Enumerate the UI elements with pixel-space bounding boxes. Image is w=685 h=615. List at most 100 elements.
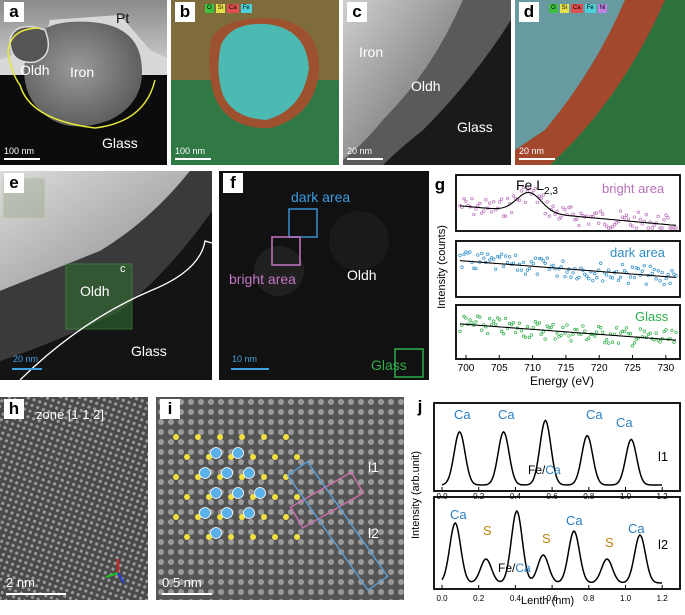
panel-c-label: c <box>347 2 367 22</box>
panel-f: f dark area bright area Oldh Glass 10 nm <box>219 171 429 380</box>
ca-text: Ca <box>515 561 531 575</box>
panel-i-image <box>156 397 404 600</box>
panel-g-label: g <box>430 175 450 195</box>
scalebar <box>12 368 42 370</box>
spectrum-point <box>476 204 480 208</box>
panel-c-image <box>343 0 511 165</box>
spectrum-point <box>488 317 492 321</box>
si-atom-marker <box>184 534 190 540</box>
si-atom-marker <box>206 454 212 460</box>
g-series-dark: dark area <box>610 245 665 260</box>
si-atom-marker <box>283 514 289 520</box>
spectrum-point <box>626 281 631 285</box>
legend-si: Si <box>215 4 226 13</box>
line-l2-label: l2 <box>368 525 379 541</box>
spectrum-point <box>543 261 547 266</box>
spectrum-point <box>551 263 555 268</box>
spectrum-point <box>527 267 532 271</box>
j-bot-s-3: S <box>605 535 614 550</box>
si-atom-marker <box>294 494 300 500</box>
spectrum-point <box>640 335 644 339</box>
spectrum-point <box>468 318 472 322</box>
spectrum-point <box>587 222 591 226</box>
spectrum-point <box>486 252 490 256</box>
spectrum-point <box>537 321 541 325</box>
spectrum-point <box>533 186 537 191</box>
spectrum-point <box>541 259 545 263</box>
spectrum-point <box>575 217 579 221</box>
spectrum-point <box>547 214 551 218</box>
spectrum-point <box>527 185 532 189</box>
spectrum-point <box>543 212 547 216</box>
si-atom-marker <box>184 454 190 460</box>
spectrum-point <box>474 320 478 324</box>
panel-i-label: i <box>160 399 180 419</box>
spectrum-point <box>662 329 666 334</box>
spectrum-point <box>537 194 541 198</box>
si-atom-marker <box>294 534 300 540</box>
spectrum-point <box>539 332 543 336</box>
spectrum-point <box>537 256 541 261</box>
ca-atom-marker <box>199 467 211 479</box>
spectrum-point <box>674 226 678 230</box>
ca-atom-marker <box>210 527 222 539</box>
spectrum-point <box>606 341 611 345</box>
spectrum-point <box>601 330 605 334</box>
scalebar <box>231 368 269 370</box>
spectrum-point <box>535 272 539 276</box>
si-atom-marker <box>217 514 223 520</box>
legend-o: O <box>205 4 214 13</box>
si-atom-marker <box>217 434 223 440</box>
spectrum-point <box>604 273 609 277</box>
label-oldh: Oldh <box>20 62 50 78</box>
spectrum-point <box>620 329 625 333</box>
spectrum-point <box>581 324 585 328</box>
panel-h-label: h <box>4 399 24 419</box>
spectrum-point <box>462 314 466 319</box>
spectrum-point <box>505 326 510 330</box>
spectrum-line <box>459 323 677 341</box>
j-top-ca-3: Ca <box>586 407 603 422</box>
spectrum-point <box>616 341 621 345</box>
spectrum-point <box>521 185 526 190</box>
label-pt: Pt <box>116 10 130 26</box>
spectrum-point <box>468 250 472 254</box>
spectrum-point <box>509 323 514 327</box>
spectrum-point <box>470 321 474 325</box>
spectrum-point <box>490 210 494 214</box>
panel-e-image <box>0 171 212 380</box>
x-tick-label: 0.6 <box>547 492 559 501</box>
si-atom-marker <box>228 494 234 500</box>
si-atom-marker <box>283 434 289 440</box>
x-tick-label: 720 <box>591 363 608 374</box>
spectrum-point <box>569 205 573 209</box>
spectrum-point <box>599 209 603 214</box>
spectrum-point <box>662 218 666 222</box>
scalebar-label: 0.5 nm <box>162 575 202 590</box>
spectrum-point <box>499 329 504 333</box>
scalebar <box>162 593 212 595</box>
panel-j-profiles: 0.0 0.0 0.2 0.2 0.4 0.4 0.6 0.6 0.8 0.8 1.0 1.0 1.2 1… <box>433 402 681 603</box>
spectrum-point <box>636 210 640 214</box>
spectrum-point <box>557 217 561 221</box>
spectrum-point <box>561 205 565 210</box>
si-atom-marker <box>206 534 212 540</box>
si-atom-marker <box>294 454 300 460</box>
spectrum-point <box>618 275 623 280</box>
scalebar <box>175 158 211 160</box>
spectrum-point <box>583 329 587 333</box>
spectrum-point <box>630 265 635 269</box>
spectrum-point <box>666 273 670 277</box>
spectrum-point <box>497 255 502 259</box>
spectrum-point <box>573 218 577 222</box>
panel-g: 700 705 710 715 720 725 730 g Fe L2,3 bright a… <box>430 171 685 389</box>
spectrum-point <box>668 226 672 230</box>
x-tick-label: 0.8 <box>583 492 595 501</box>
spectrum-point <box>658 340 662 344</box>
spectrum-point <box>563 208 567 212</box>
ca-atom-marker <box>254 487 266 499</box>
spectrum-point <box>672 226 676 230</box>
scalebar-label: 20 nm <box>519 146 545 156</box>
spectrum-point <box>626 217 631 221</box>
si-atom-marker <box>173 434 179 440</box>
